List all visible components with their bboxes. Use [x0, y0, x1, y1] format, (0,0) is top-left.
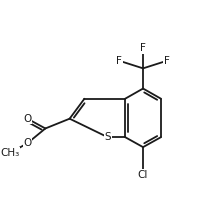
Text: O: O: [23, 138, 32, 148]
Text: Cl: Cl: [138, 170, 148, 180]
Text: CH₃: CH₃: [0, 148, 20, 158]
Text: S: S: [104, 132, 111, 142]
Text: F: F: [140, 43, 146, 53]
Text: F: F: [116, 56, 122, 66]
Text: F: F: [164, 56, 170, 66]
Text: O: O: [23, 114, 32, 124]
